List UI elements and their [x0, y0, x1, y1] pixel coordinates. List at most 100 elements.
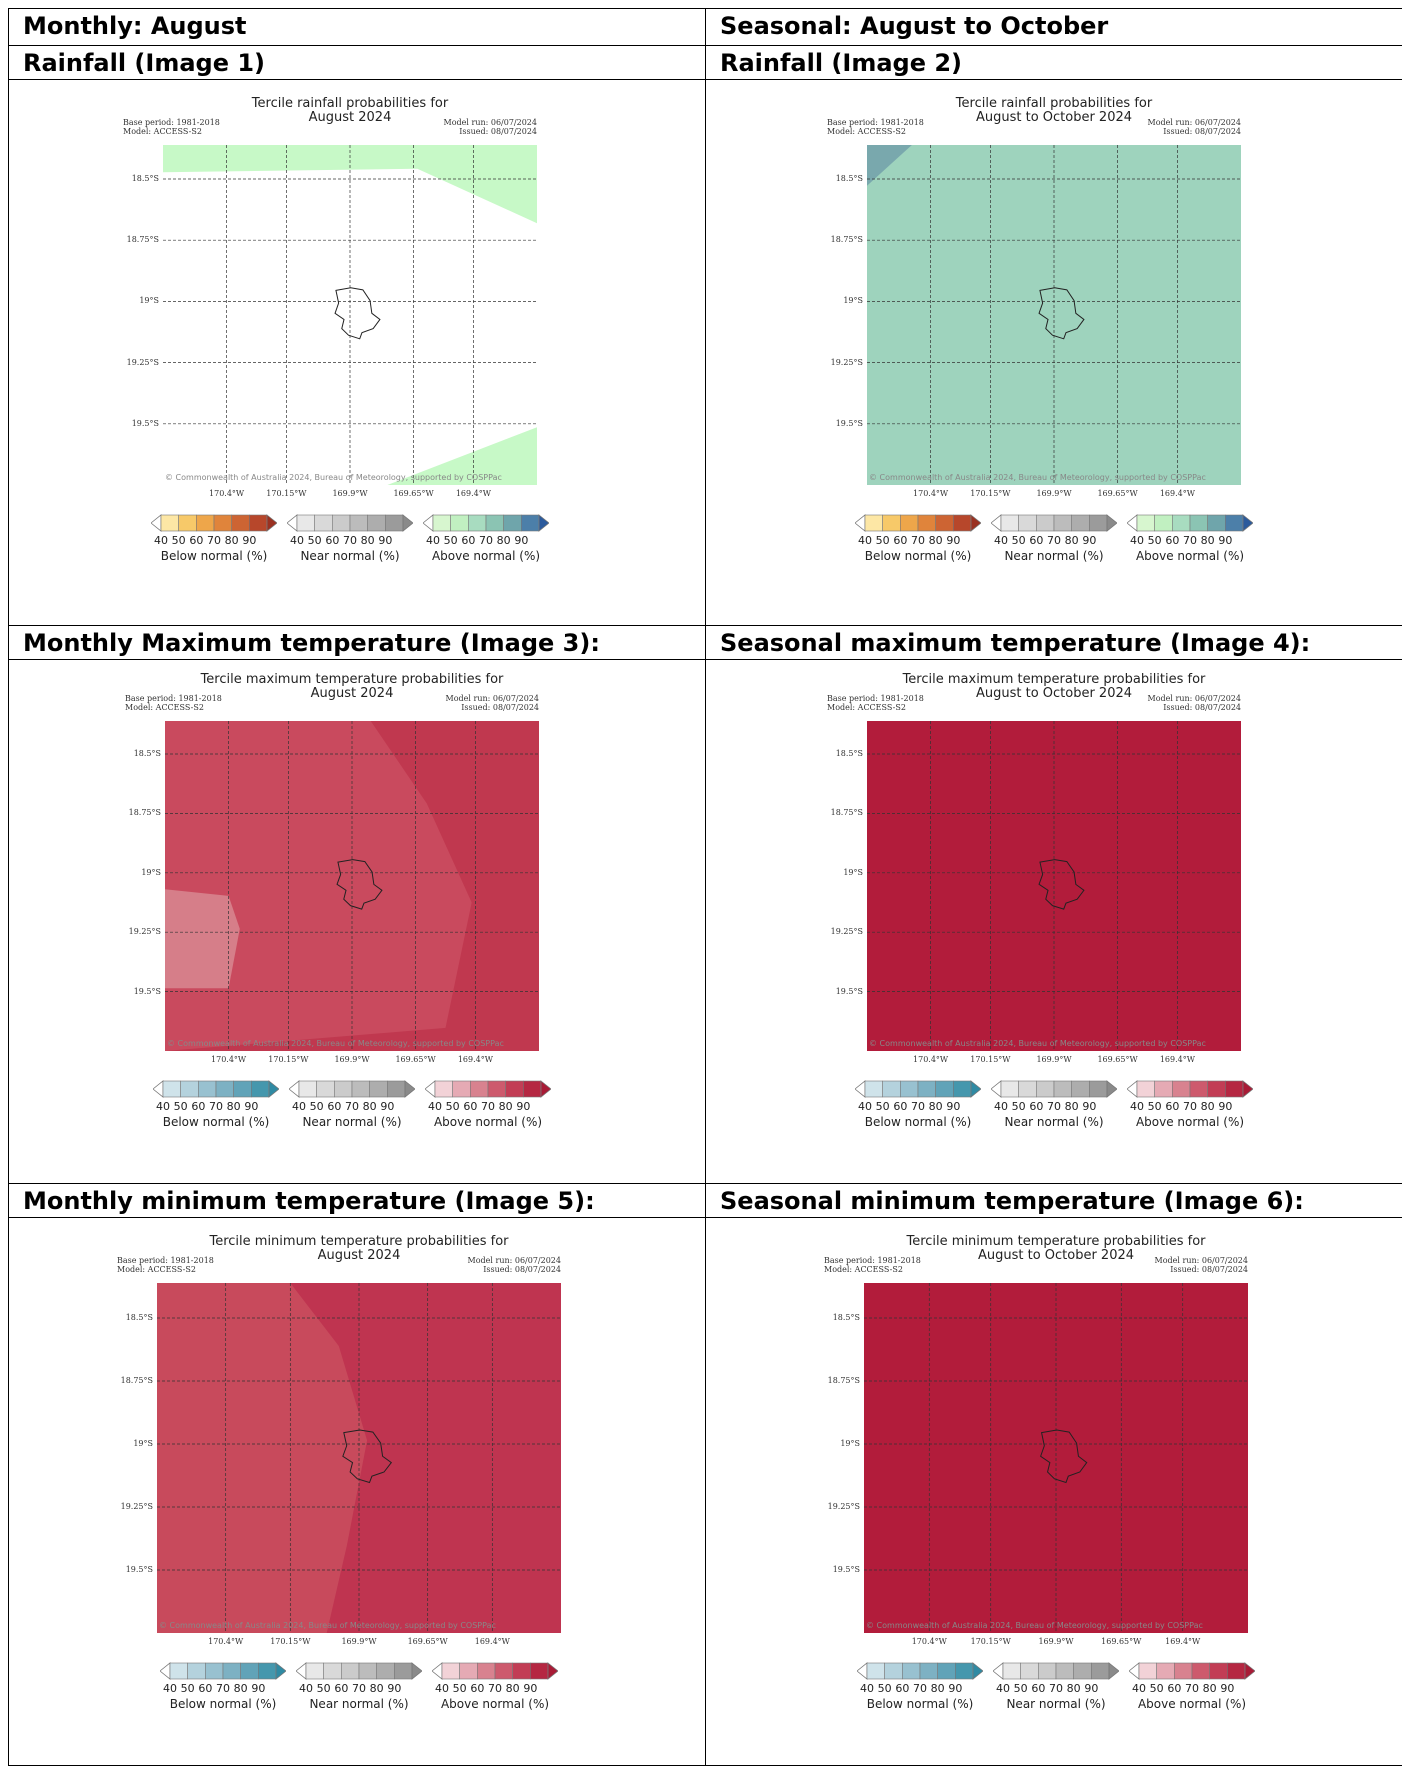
model-run-text: Model run: 06/07/2024	[445, 694, 539, 703]
colorbar-title: Below normal (%)	[864, 1115, 972, 1129]
colorbar-cell	[349, 514, 368, 532]
map-area	[864, 1283, 1248, 1633]
map-title-line1: Tercile rainfall probabilities for	[251, 96, 449, 111]
lon-tick-label: 170.15°W	[270, 1637, 311, 1646]
colorbar-tick-label: 40	[858, 534, 872, 547]
colorbar-cell	[1018, 1080, 1037, 1098]
colorbar-tick-label: 80	[233, 1682, 248, 1695]
copyright-text: © Commonwealth of Australia 2024, Bureau…	[167, 1039, 504, 1048]
colorbar-cell	[240, 1662, 259, 1680]
colorbar-tick-label: 80	[1066, 1682, 1081, 1695]
rainfall-monthly-heading: Rainfall (Image 1)	[9, 46, 706, 80]
colorbar-cell	[468, 514, 487, 532]
colorbar-tick-label: 70	[479, 534, 493, 547]
colorbar-low-arrow	[287, 514, 298, 532]
colorbar-high-arrow	[1244, 1662, 1255, 1680]
colorbar-low-arrow	[289, 1080, 300, 1098]
map-area	[157, 1283, 561, 1633]
colorbar-cell	[530, 1662, 549, 1680]
above-normal-region-west	[157, 1283, 368, 1633]
colorbar-tick-label: 70	[911, 1100, 925, 1113]
colorbar-high-arrow	[1242, 1080, 1253, 1098]
lat-tick-label: 19.25°S	[126, 357, 159, 367]
colorbar-cell	[334, 1080, 353, 1098]
tmax-seasonal-cell: Tercile maximum temperature probabilitie…	[706, 660, 1402, 1184]
above-normal-region-south	[387, 427, 537, 485]
colorbar-tick-label: 70	[1047, 1100, 1061, 1113]
colorbar-tick-label: 40	[996, 1682, 1010, 1695]
colorbar-tick-label: 70	[913, 1682, 927, 1695]
colorbar-cell	[251, 1080, 270, 1098]
lon-tick-label: 169.9°W	[332, 489, 368, 498]
colorbar-low-arrow	[160, 1662, 171, 1680]
colorbar-title: Near normal (%)	[300, 549, 400, 563]
lon-tick-label: 169.65°W	[407, 1637, 448, 1646]
colorbar-tick-label: 50	[443, 534, 458, 547]
lat-tick-label: 19°S	[843, 867, 863, 877]
lon-tick-label: 169.65°W	[393, 489, 434, 498]
colorbar-cell	[1207, 514, 1226, 532]
colorbar-tick-label: 90	[516, 1100, 531, 1113]
colorbar-cell	[1020, 1662, 1039, 1680]
colorbar-low-arrow	[855, 1080, 866, 1098]
colorbar-title: Near normal (%)	[309, 1697, 409, 1711]
colorbar-low-arrow	[1127, 514, 1138, 532]
above-normal-colorbar	[423, 514, 549, 532]
colorbar-cell	[1053, 514, 1072, 532]
copyright-text: © Commonwealth of Australia 2024, Bureau…	[869, 473, 1206, 482]
colorbar-high-arrow	[1242, 514, 1253, 532]
below-normal-colorbar	[857, 1662, 983, 1680]
colorbar-cell	[441, 1662, 460, 1680]
lon-tick-label: 169.9°W	[334, 1055, 370, 1064]
colorbar-tick-label: 80	[369, 1682, 384, 1695]
lat-tick-label: 18.75°S	[128, 808, 161, 818]
colorbar-cell	[351, 1080, 370, 1098]
colorbar-tick-label: 50	[1011, 534, 1026, 547]
colorbar-tick-label: 80	[928, 1100, 943, 1113]
model-run-text: Model run: 06/07/2024	[467, 1256, 561, 1265]
colorbar-cell	[160, 514, 179, 532]
colorbar-cell	[1225, 514, 1244, 532]
colorbar-high-arrow	[1106, 1080, 1117, 1098]
lat-tick-label: 19.25°S	[120, 1502, 153, 1511]
colorbar-cell	[323, 1662, 342, 1680]
colorbar-high-arrow	[1106, 514, 1117, 532]
colorbar-tick-label: 70	[1049, 1682, 1063, 1695]
colorbar-cell	[955, 1662, 974, 1680]
colorbar-tick-label: 50	[307, 534, 322, 547]
base-period-text: Base period: 1981-2018	[827, 694, 924, 703]
colorbar-cell	[470, 1080, 489, 1098]
colorbar-cell	[900, 514, 919, 532]
colorbar-cell	[917, 1080, 936, 1098]
colorbar-tick-label: 50	[171, 534, 186, 547]
lat-tick-label: 19.5°S	[835, 418, 863, 428]
colorbar-tick-label: 50	[309, 1100, 324, 1113]
colorbar-tick-label: 80	[1202, 1682, 1217, 1695]
colorbar-cell	[884, 1662, 903, 1680]
below-normal-colorbar	[153, 1080, 279, 1098]
colorbar-title: Near normal (%)	[1004, 1115, 1104, 1129]
model-run-text: Model run: 06/07/2024	[1147, 118, 1241, 127]
lat-tick-label: 19.25°S	[128, 927, 161, 937]
colorbar-tick-label: 80	[505, 1682, 520, 1695]
colorbar-cell	[1138, 1662, 1157, 1680]
colorbar-cell	[1000, 514, 1019, 532]
colorbar-cell	[1154, 1080, 1173, 1098]
near-normal-colorbar	[289, 1080, 415, 1098]
colorbar-cell	[1172, 1080, 1191, 1098]
colorbar-tick-label: 90	[387, 1682, 402, 1695]
colorbar-tick-label: 60	[463, 1100, 478, 1113]
lon-tick-label: 169.65°W	[1097, 1055, 1138, 1064]
tmax-seasonal-heading: Seasonal maximum temperature (Image 4):	[706, 626, 1402, 660]
colorbar-tick-label: 60	[191, 1100, 206, 1113]
header-seasonal: Seasonal: August to October	[706, 9, 1402, 46]
colorbar-tick-label: 90	[1220, 1682, 1235, 1695]
colorbar-cell	[1225, 1080, 1244, 1098]
colorbar-high-arrow	[972, 1662, 983, 1680]
colorbar-tick-label: 40	[290, 534, 304, 547]
lon-tick-label: 169.65°W	[1101, 1637, 1142, 1646]
colorbar-cell	[1053, 1080, 1072, 1098]
colorbar-cell	[1189, 514, 1208, 532]
tmin-seasonal-cell: Tercile minimum temperature probabilitie…	[706, 1218, 1402, 1766]
colorbar-cell	[1207, 1080, 1226, 1098]
